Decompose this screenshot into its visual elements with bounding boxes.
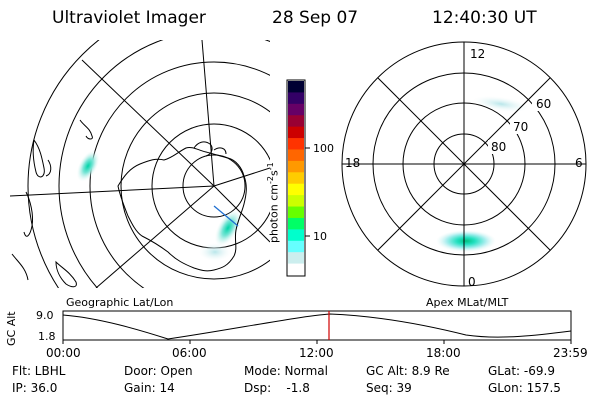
aurora-patch bbox=[199, 243, 231, 261]
mlt-label-18: 18 bbox=[345, 156, 361, 170]
timeline-y-bottom: 1.8 bbox=[38, 330, 56, 343]
polar-mlt-plot bbox=[341, 41, 587, 287]
geographic-map bbox=[10, 40, 270, 288]
aurora-patch bbox=[214, 209, 242, 247]
apex-caption: Apex MLat/MLT bbox=[426, 296, 509, 309]
lat-circle bbox=[182, 154, 246, 218]
mode-info: Mode: Normal bbox=[244, 364, 328, 378]
colorbar-band bbox=[288, 92, 304, 105]
colorbar-band bbox=[288, 138, 304, 151]
coastlines bbox=[11, 119, 247, 288]
mlt-label-12: 12 bbox=[470, 47, 486, 61]
lat-circle bbox=[58, 40, 270, 288]
timeline-y-top: 9.0 bbox=[36, 309, 54, 322]
image-date: 28 Sep 07 bbox=[272, 8, 359, 28]
lat-circle bbox=[27, 40, 100, 288]
colorbar-unit-label: photon cm-2s-1 bbox=[266, 162, 281, 243]
gain-info: Gain: 14 bbox=[124, 381, 175, 395]
meridian-line bbox=[81, 59, 215, 187]
lat-circle bbox=[89, 61, 270, 288]
timeline-tick: 23:59 bbox=[553, 346, 588, 360]
mlt-label-0: 0 bbox=[468, 275, 476, 289]
mlat-label-60: 60 bbox=[536, 97, 552, 111]
colorbar-band bbox=[288, 217, 304, 230]
colorbar-band bbox=[288, 103, 304, 116]
glon-info: GLon: 157.5 bbox=[488, 381, 561, 395]
colorbar-tick-10: 10 bbox=[313, 230, 327, 243]
timeline-axis-label: GC Alt bbox=[5, 311, 18, 346]
mlat-label-70: 70 bbox=[513, 120, 529, 134]
colorbar-band bbox=[288, 252, 304, 265]
aurora-patch bbox=[436, 230, 496, 252]
mlt-line bbox=[377, 77, 551, 251]
timeline-tick: 06:00 bbox=[172, 346, 207, 360]
colorbar-band bbox=[288, 126, 304, 139]
meridian-line bbox=[213, 185, 270, 243]
timeline-tick: 18:00 bbox=[426, 346, 461, 360]
orbit-timeline bbox=[62, 310, 572, 344]
meridian-line bbox=[10, 185, 215, 197]
color-bar bbox=[286, 79, 310, 277]
ip-info: IP: 36.0 bbox=[12, 381, 58, 395]
mlt-label-6: 6 bbox=[575, 156, 583, 170]
colorbar-band bbox=[288, 240, 304, 253]
filter-info: Flt: LBHL bbox=[12, 364, 66, 378]
mlat-label-80: 80 bbox=[491, 140, 507, 154]
colorbar-band bbox=[288, 263, 304, 276]
door-info: Door: Open bbox=[124, 364, 193, 378]
meridian-line bbox=[201, 40, 215, 187]
colorbar-band bbox=[288, 229, 304, 242]
timeline-tick: 12:00 bbox=[299, 346, 334, 360]
colorbar-band bbox=[288, 172, 304, 185]
colorbar-band bbox=[288, 183, 304, 196]
colorbar-band bbox=[288, 81, 304, 94]
altitude-curve bbox=[62, 313, 572, 340]
meridian-line bbox=[95, 185, 215, 288]
dsp-info: Dsp: -1.8 bbox=[244, 381, 310, 395]
seq-info: Seq: 39 bbox=[366, 381, 412, 395]
geographic-caption: Geographic Lat/Lon bbox=[66, 296, 174, 309]
colorbar-tick-100: 100 bbox=[313, 142, 334, 155]
instrument-title: Ultraviolet Imager bbox=[52, 8, 206, 28]
meridian-line bbox=[213, 167, 270, 187]
aurora-patch bbox=[76, 150, 100, 182]
gcalt-info: GC Alt: 8.9 Re bbox=[366, 364, 450, 378]
sun-direction-line bbox=[213, 205, 239, 227]
colorbar-band bbox=[288, 195, 304, 208]
image-time: 12:40:30 UT bbox=[432, 8, 537, 28]
timeline-tick: 00:00 bbox=[46, 346, 81, 360]
colorbar-band bbox=[288, 149, 304, 162]
colorbar-band bbox=[288, 115, 304, 128]
lat-circle bbox=[120, 92, 270, 280]
aurora-patch bbox=[473, 96, 529, 112]
colorbar-band bbox=[288, 160, 304, 173]
colorbar-band bbox=[288, 206, 304, 219]
glat-info: GLat: -69.9 bbox=[488, 364, 555, 378]
